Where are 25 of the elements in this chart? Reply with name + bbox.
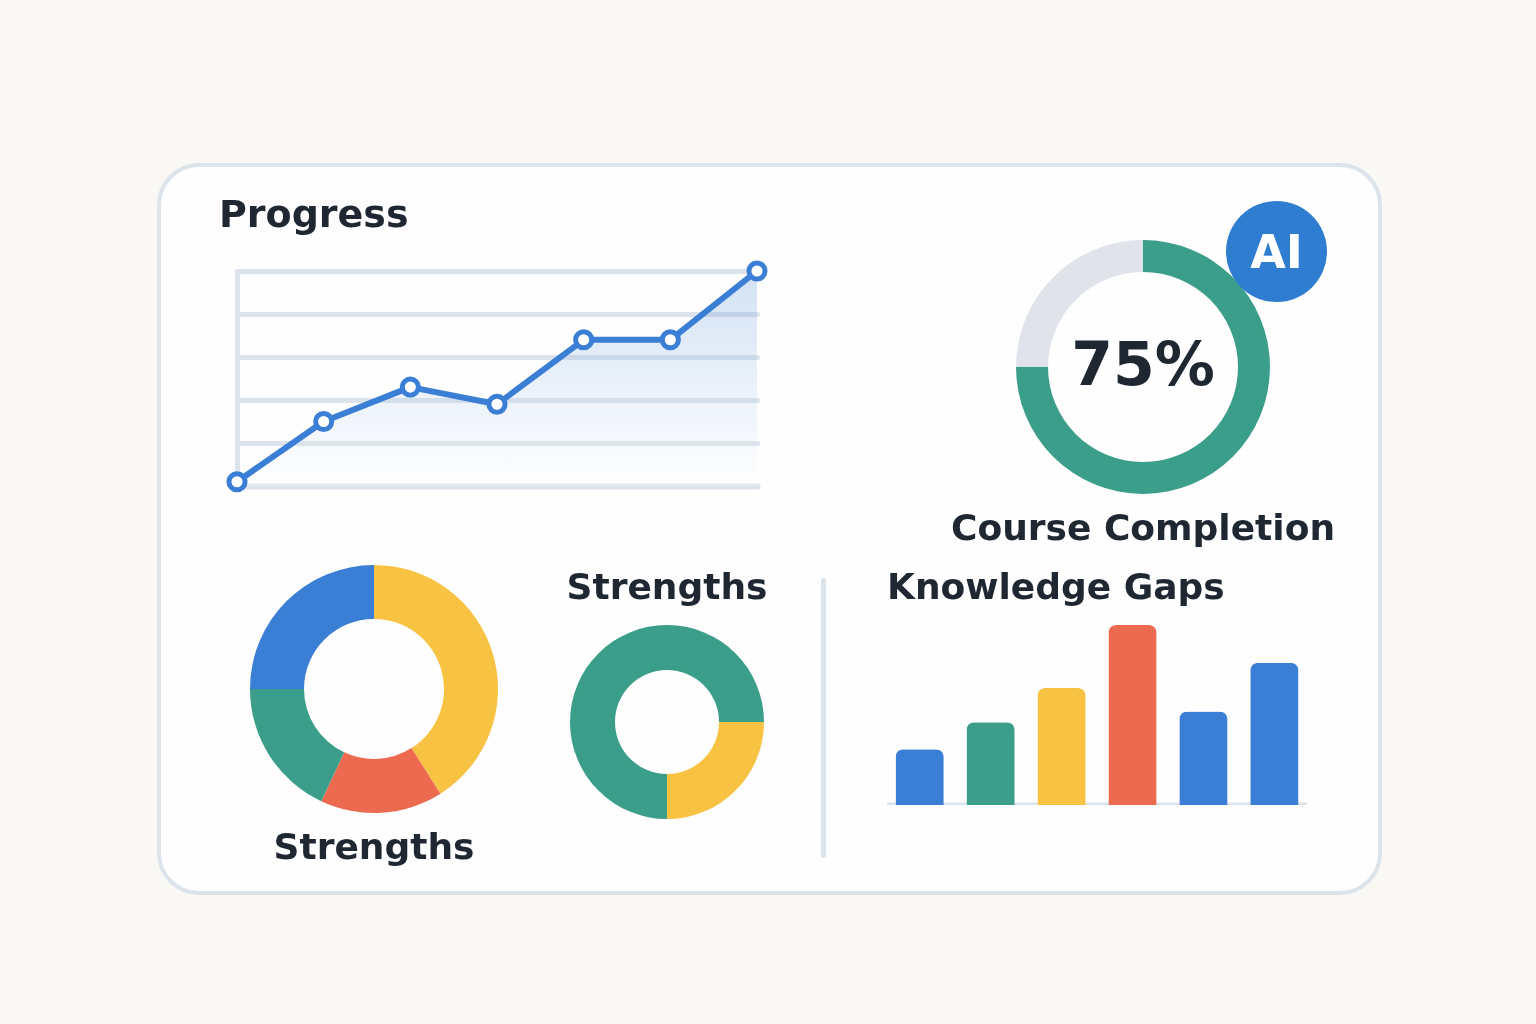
bar: [1179, 711, 1228, 805]
point: [746, 260, 768, 282]
bar: [1108, 625, 1157, 805]
data-label: 75%: [1071, 329, 1215, 399]
text: Strengths: [273, 826, 475, 867]
donut-slice: [321, 748, 441, 813]
point: [399, 376, 421, 398]
chart-title: Strengths: [566, 566, 768, 607]
bar: [895, 749, 944, 805]
donut-slice: [250, 565, 374, 689]
bar: [966, 722, 1015, 805]
donut-slice: [570, 625, 764, 819]
point: [573, 329, 595, 351]
point: [313, 410, 335, 433]
point: [226, 471, 248, 493]
donut-slice: [250, 689, 345, 802]
bar: [1250, 662, 1299, 805]
chart-title: Progress: [218, 191, 409, 236]
donut-slice: [667, 722, 764, 819]
donut-slice: [374, 565, 498, 794]
bar: [1037, 688, 1086, 805]
point: [659, 329, 681, 351]
chart-title: Knowledge Gaps: [887, 566, 1225, 607]
point: [486, 393, 508, 415]
text: Course Completion: [950, 507, 1336, 548]
